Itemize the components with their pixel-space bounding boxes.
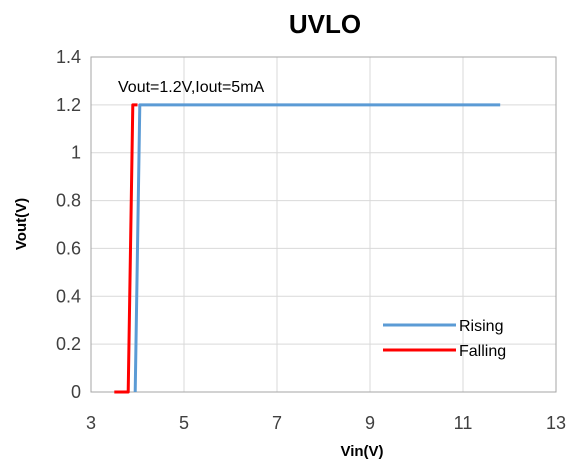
x-tick-label: 9: [365, 413, 375, 433]
x-tick-label: 5: [179, 413, 189, 433]
x-tick-labels: 3 5 7 9 11 13: [86, 413, 566, 433]
legend-label-rising: Rising: [459, 318, 503, 335]
legend: Rising Falling: [383, 318, 506, 360]
y-tick-label: 1: [71, 143, 81, 163]
y-tick-label: 0: [71, 382, 81, 402]
y-tick-label: 0.8: [56, 191, 81, 211]
x-tick-label: 13: [546, 413, 566, 433]
y-tick-label: 0.2: [56, 334, 81, 354]
series-line-falling: [114, 103, 138, 394]
chart-title: UVLO: [289, 9, 361, 39]
y-tick-label: 0.6: [56, 238, 81, 258]
x-tick-label: 11: [454, 413, 473, 433]
y-tick-label: 1.2: [56, 95, 81, 115]
y-tick-label: 1.4: [56, 47, 81, 67]
legend-label-falling: Falling: [459, 343, 506, 360]
x-tick-label: 3: [86, 413, 96, 433]
y-axis-label: Vout(V): [13, 198, 30, 250]
plot-area-border: [90, 56, 557, 393]
chart-annotation: Vout=1.2V,Iout=5mA: [118, 79, 265, 96]
y-tick-labels: 0 0.2 0.4 0.6 0.8 1 1.2 1.4: [56, 47, 81, 402]
x-tick-label: 7: [272, 413, 282, 433]
y-tick-label: 0.4: [56, 286, 81, 306]
series-line-rising: [133, 103, 501, 393]
series-lines: [114, 103, 501, 394]
x-axis-label: Vin(V): [340, 443, 383, 460]
grid-lines: [90, 56, 557, 393]
